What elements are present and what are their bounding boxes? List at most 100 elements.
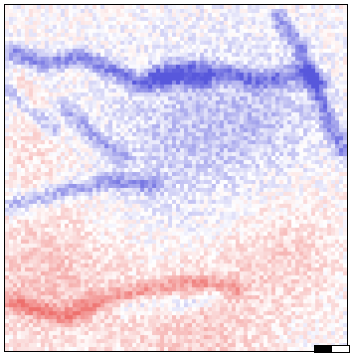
map-cell xyxy=(152,136,157,141)
map-cell xyxy=(172,148,177,153)
map-cell xyxy=(28,148,34,153)
map-cell xyxy=(48,227,54,233)
map-cell xyxy=(140,68,145,74)
map-cell xyxy=(255,203,260,209)
map-cell xyxy=(183,16,189,22)
map-cell xyxy=(136,156,141,161)
map-cell xyxy=(40,24,46,30)
map-cell xyxy=(251,68,256,74)
map-cell xyxy=(291,231,296,237)
map-cell xyxy=(339,60,344,66)
map-cell xyxy=(191,223,197,229)
map-cell xyxy=(183,203,189,209)
map-cell xyxy=(72,152,77,157)
map-cell xyxy=(307,120,312,125)
map-cell xyxy=(323,191,328,197)
map-cell xyxy=(255,152,260,157)
map-cell xyxy=(124,152,129,157)
map-cell xyxy=(176,44,181,50)
map-cell xyxy=(211,120,217,125)
map-cell xyxy=(36,156,42,161)
map-cell xyxy=(299,219,304,225)
map-cell xyxy=(211,16,217,22)
map-cell xyxy=(120,124,125,129)
map-cell xyxy=(20,56,26,62)
map-cell xyxy=(187,136,193,141)
map-cell xyxy=(44,168,50,173)
map-cell xyxy=(52,231,58,237)
map-cell xyxy=(100,136,105,141)
map-cell xyxy=(307,207,312,213)
map-cell xyxy=(104,92,109,97)
map-cell xyxy=(148,36,153,42)
map-cell xyxy=(112,120,117,125)
map-cell xyxy=(315,227,320,233)
map-cell xyxy=(207,211,213,217)
map-cell xyxy=(231,44,237,50)
map-cell xyxy=(183,136,189,141)
map-cell xyxy=(311,60,316,66)
map-cell xyxy=(104,120,109,125)
map-cell xyxy=(335,72,340,77)
map-cell xyxy=(187,112,193,117)
map-cell xyxy=(156,207,161,213)
map-cell xyxy=(12,40,18,46)
map-cell xyxy=(168,219,173,225)
map-cell xyxy=(80,132,85,137)
map-cell xyxy=(291,72,296,77)
map-cell xyxy=(108,52,113,58)
map-cell xyxy=(335,60,340,66)
map-cell xyxy=(132,164,137,169)
map-cell xyxy=(156,72,161,77)
map-cell xyxy=(108,48,113,54)
map-cell xyxy=(211,176,217,181)
map-cell xyxy=(307,168,312,173)
map-cell xyxy=(287,168,292,173)
map-cell xyxy=(287,128,292,133)
map-cell xyxy=(28,72,34,77)
map-cell xyxy=(176,172,181,177)
map-cell xyxy=(247,60,252,66)
map-cell xyxy=(195,76,201,81)
map-cell xyxy=(319,76,324,81)
map-cell xyxy=(160,148,165,153)
map-cell xyxy=(231,24,237,30)
map-cell xyxy=(44,72,50,77)
map-cell xyxy=(172,223,177,229)
map-cell xyxy=(176,128,181,133)
map-cell xyxy=(199,156,205,161)
map-cell xyxy=(5,60,10,66)
map-cell xyxy=(279,96,284,101)
map-cell xyxy=(44,60,50,66)
map-cell xyxy=(36,116,42,121)
map-cell xyxy=(287,152,292,157)
map-cell xyxy=(207,28,213,34)
map-cell xyxy=(195,84,201,89)
map-cell xyxy=(223,164,229,169)
map-cell xyxy=(307,156,312,161)
map-cell xyxy=(199,199,205,205)
map-cell xyxy=(223,68,229,74)
map-cell xyxy=(60,80,66,85)
map-cell xyxy=(164,48,169,54)
map-cell xyxy=(76,68,81,74)
map-cell xyxy=(156,219,161,225)
map-cell xyxy=(227,100,233,105)
map-cell xyxy=(215,207,221,213)
map-cell xyxy=(24,235,30,241)
map-cell xyxy=(335,76,340,81)
map-cell xyxy=(211,72,217,77)
map-cell xyxy=(120,195,125,201)
map-cell xyxy=(56,36,62,42)
map-cell xyxy=(40,40,46,46)
map-cell xyxy=(5,168,10,173)
map-cell xyxy=(132,92,137,97)
map-cell xyxy=(60,152,66,157)
map-cell xyxy=(323,179,328,185)
map-cell xyxy=(303,207,308,213)
map-cell xyxy=(243,96,248,101)
map-cell xyxy=(168,76,173,81)
map-cell xyxy=(120,44,125,50)
map-cell xyxy=(187,96,193,101)
map-cell xyxy=(247,80,252,85)
